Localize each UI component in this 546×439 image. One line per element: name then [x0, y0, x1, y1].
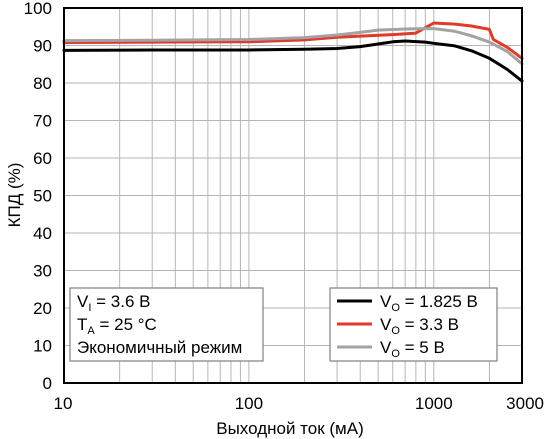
series-line-2	[62, 21, 524, 60]
condition-ambient-temperature: TA = 25 °C	[77, 315, 157, 337]
y-tick-label-0: 0	[43, 374, 52, 393]
legend-entry-series-2: VO = 3.3 В	[337, 315, 459, 337]
y-tick-label-20: 20	[33, 299, 52, 318]
conditions-box: VI = 3.6 В TA = 25 °C Экономичный режим	[69, 287, 264, 362]
x-tick-label-3000: 3000	[506, 394, 544, 413]
series-line-1	[62, 39, 524, 83]
y-tick-label-90: 90	[33, 37, 52, 56]
x-tick-label-1000: 1000	[415, 394, 453, 413]
x-tick-label-100: 100	[235, 394, 263, 413]
x-axis-label: Выходной ток (мА)	[216, 419, 364, 438]
y-tick-label-50: 50	[33, 187, 52, 206]
legend-label-series-2: VO = 3.3 В	[380, 315, 459, 337]
plot-area-border	[63, 7, 523, 384]
y-tick-label-100: 100	[24, 0, 52, 18]
conditions-box-frame	[69, 287, 264, 362]
series-line-3	[62, 27, 524, 66]
y-tick-label-60: 60	[33, 149, 52, 168]
legend-label-series-3: VO = 5 В	[380, 338, 445, 360]
y-tick-label-30: 30	[33, 262, 52, 281]
x-axis-tick-labels: 10 100 1000 3000	[54, 394, 544, 413]
legend-label-series-1: VO = 1.825 В	[380, 292, 478, 314]
y-tick-label-40: 40	[33, 224, 52, 243]
y-tick-label-80: 80	[33, 74, 52, 93]
series-lines	[62, 21, 524, 83]
legend-entry-series-3: VO = 5 В	[337, 338, 445, 360]
y-axis-label: КПД (%)	[5, 163, 24, 228]
legend: VO = 1.825 В VO = 3.3 В VO = 5 В	[329, 287, 498, 362]
y-tick-label-10: 10	[33, 337, 52, 356]
y-tick-label-70: 70	[33, 112, 52, 131]
x-tick-label-10: 10	[54, 394, 73, 413]
legend-entry-series-1: VO = 1.825 В	[337, 292, 478, 314]
y-axis-tick-labels: 0 10 20 30 40 50 60 70 80 90 100	[24, 0, 52, 393]
condition-input-voltage: VI = 3.6 В	[77, 292, 150, 314]
condition-mode: Экономичный режим	[77, 338, 242, 357]
